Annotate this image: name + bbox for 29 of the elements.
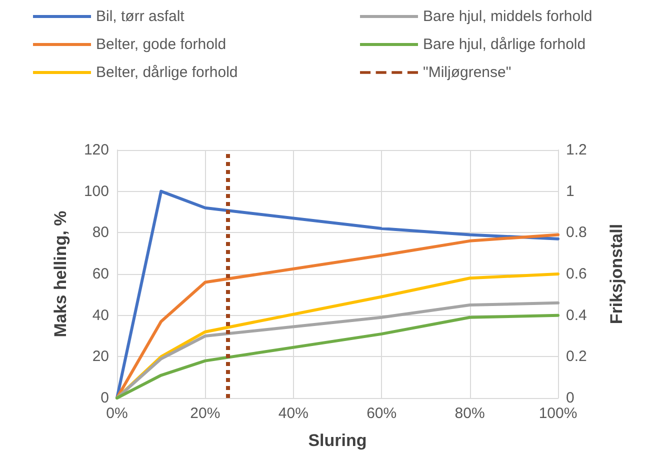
y-tick-label: 40	[92, 306, 109, 324]
legend-label: Belter, gode forhold	[96, 36, 226, 53]
x-tick-label: 20%	[190, 405, 220, 422]
y2-tick-label: 0.6	[566, 266, 587, 282]
legend-label: Belter, dårlige forhold	[96, 64, 238, 81]
y2-tick-label: 1	[566, 182, 574, 200]
y2-tick-label: 0.8	[566, 224, 587, 242]
y2-tick-label: 0.4	[566, 306, 587, 324]
y-tick-label: 60	[92, 266, 109, 282]
y2-tick-label: 0.2	[566, 348, 587, 366]
y-tick-label: 0	[100, 390, 109, 406]
x-tick-label: 40%	[278, 405, 308, 422]
y-tick-label: 80	[92, 224, 109, 242]
y2-axis-title: Friksjonstall	[607, 224, 626, 324]
x-tick-label: 100%	[538, 405, 578, 422]
y2-tick-label: 0	[566, 390, 574, 406]
y2-tick-label: 1.2	[566, 142, 587, 158]
legend-label: Bil, tørr asfalt	[96, 8, 186, 25]
y-tick-label: 100	[84, 182, 109, 200]
legend-label: "Miljøgrense"	[423, 64, 512, 81]
y-tick-label: 20	[92, 348, 109, 366]
x-tick-label: 80%	[454, 405, 485, 422]
legend-label: Bare hjul, middels forhold	[423, 8, 592, 25]
legend-label: Bare hjul, dårlige forhold	[423, 36, 586, 53]
x-tick-label: 0%	[106, 405, 128, 422]
y-axis-title: Maks helling, %	[51, 210, 70, 338]
x-tick-label: 60%	[366, 405, 397, 422]
y-tick-label: 120	[84, 142, 109, 158]
x-axis-title: Sluring	[308, 431, 367, 450]
